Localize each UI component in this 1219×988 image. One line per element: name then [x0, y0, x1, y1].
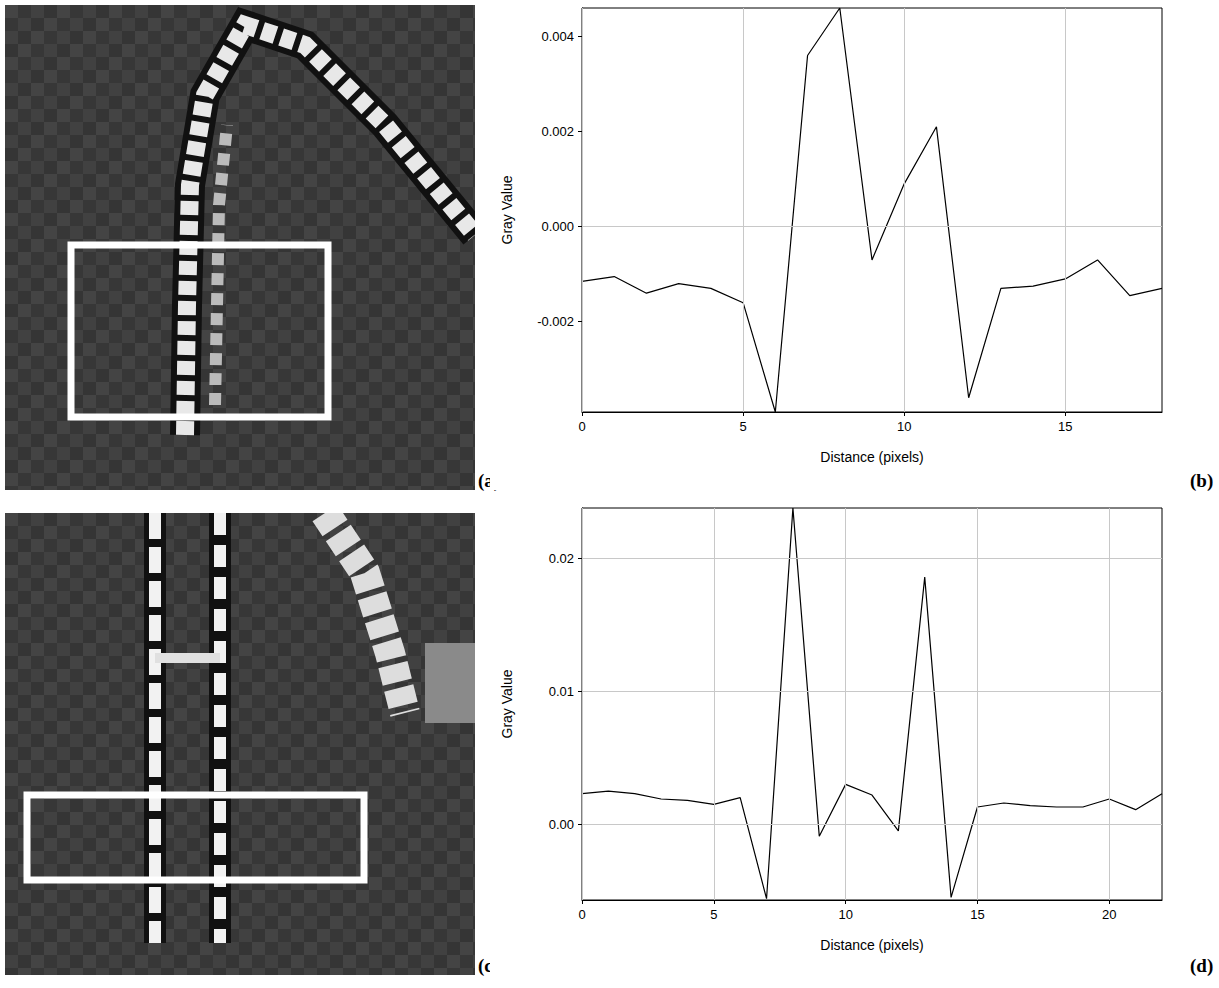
- svg-text:5: 5: [710, 907, 717, 922]
- svg-text:15: 15: [1058, 419, 1072, 434]
- svg-text:5: 5: [739, 419, 746, 434]
- svg-text:0.00: 0.00: [549, 817, 574, 832]
- svg-text:0.000: 0.000: [541, 219, 574, 234]
- svg-text:0.01: 0.01: [549, 684, 574, 699]
- svg-text:Distance (pixels): Distance (pixels): [820, 449, 923, 465]
- html-text:(c): (c): [478, 955, 500, 976]
- html-text:(d): (d): [1190, 955, 1214, 976]
- html-text:(a): (a): [478, 470, 501, 491]
- svg-text:-0.002: -0.002: [537, 314, 574, 329]
- svg-text:10: 10: [838, 907, 852, 922]
- svg-text:10: 10: [897, 419, 911, 434]
- svg-text:0.002: 0.002: [541, 124, 574, 139]
- svg-text:0: 0: [578, 419, 585, 434]
- svg-text:Gray Value: Gray Value: [499, 669, 515, 738]
- svg-text:Gray Value: Gray Value: [499, 175, 515, 244]
- svg-text:20: 20: [1102, 907, 1116, 922]
- svg-text:0.02: 0.02: [549, 551, 574, 566]
- svg-text:Distance (pixels): Distance (pixels): [820, 937, 923, 953]
- svg-text:0: 0: [578, 907, 585, 922]
- html-text:(b): (b): [1190, 470, 1214, 491]
- svg-text:0.004: 0.004: [541, 29, 574, 44]
- svg-text:15: 15: [970, 907, 984, 922]
